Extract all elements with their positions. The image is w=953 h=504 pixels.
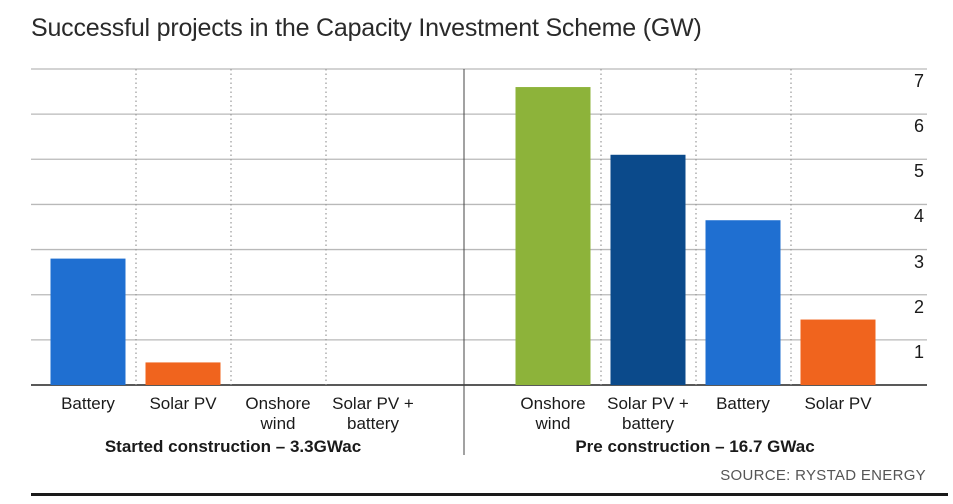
source-note: SOURCE: RYSTAD ENERGY bbox=[720, 467, 926, 484]
category-label-line: wind bbox=[535, 414, 571, 433]
category-label-line: Solar PV bbox=[149, 394, 217, 413]
category-label-line: Onshore bbox=[520, 394, 586, 413]
bar bbox=[50, 258, 126, 385]
y-tick-label: 7 bbox=[914, 71, 925, 91]
bar bbox=[705, 220, 781, 385]
y-tick-label: 4 bbox=[914, 206, 925, 227]
category-label-line: battery bbox=[347, 414, 399, 433]
group-label: Pre construction – 16.7 GWac bbox=[575, 437, 815, 456]
category-label-line: Battery bbox=[716, 394, 770, 413]
bottom-rule bbox=[31, 493, 948, 496]
bar bbox=[145, 362, 221, 385]
chart-title: Successful projects in the Capacity Inve… bbox=[31, 14, 702, 42]
category-label: Battery bbox=[38, 394, 138, 414]
y-tick-label: 2 bbox=[914, 296, 925, 317]
bar bbox=[515, 87, 591, 386]
category-label-line: battery bbox=[622, 414, 674, 433]
category-label-line: Solar PV bbox=[804, 394, 872, 413]
bar bbox=[610, 154, 686, 385]
bar bbox=[800, 319, 876, 385]
category-label-line: wind bbox=[260, 414, 296, 433]
category-label-line: Solar PV + bbox=[607, 394, 689, 413]
category-label: Onshore wind bbox=[228, 394, 328, 434]
group-label: Started construction – 3.3GWac bbox=[104, 437, 362, 456]
category-label: Battery bbox=[693, 394, 793, 414]
category-label: Solar PV + battery bbox=[598, 394, 698, 434]
category-label-line: Battery bbox=[61, 394, 115, 413]
category-label: Solar PV + battery bbox=[323, 394, 423, 434]
y-tick-label: 3 bbox=[914, 251, 925, 272]
category-label: Onshore wind bbox=[503, 394, 603, 434]
category-label-line: Solar PV + bbox=[332, 394, 414, 413]
y-tick-label: 1 bbox=[914, 341, 925, 362]
y-tick-label: 6 bbox=[914, 116, 925, 137]
category-label-line: Onshore bbox=[245, 394, 311, 413]
category-label: Solar PV bbox=[788, 394, 888, 414]
category-label: Solar PV bbox=[133, 394, 233, 414]
y-tick-label: 5 bbox=[914, 161, 925, 182]
